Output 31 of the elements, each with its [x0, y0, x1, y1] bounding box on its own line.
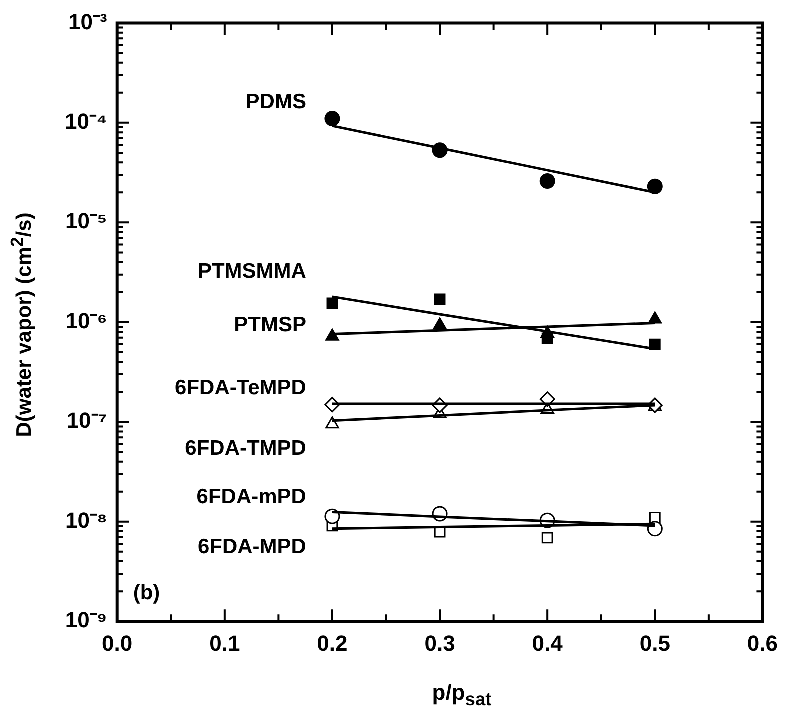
series-label: PTMSP: [234, 313, 306, 336]
point: [542, 532, 554, 544]
y-tick-label: 10⁻³: [68, 9, 108, 34]
point: [540, 174, 556, 190]
series-label: 6FDA-mPD: [196, 485, 306, 508]
series-label: PTMSMMA: [198, 260, 306, 284]
point: [324, 508, 340, 524]
y-tick-label: 10⁻⁹: [65, 608, 108, 633]
series-label: 6FDA-TeMPD: [175, 376, 306, 400]
y-tick-label: 10⁻⁴: [64, 108, 108, 134]
x-tick-label: 0.2: [317, 630, 348, 656]
x-tick-label: 0.0: [102, 630, 133, 656]
y-tick-label: 10⁻⁶: [66, 308, 108, 334]
point: [326, 298, 338, 310]
series-label: PDMS: [246, 90, 306, 114]
x-tick-label: 0.3: [424, 630, 456, 656]
series-label: 6FDA-MPD: [198, 536, 306, 559]
point: [647, 178, 663, 194]
x-tick-label: 0.5: [640, 630, 670, 656]
y-tick-label: 10⁻⁷: [66, 408, 108, 434]
x-tick-label: 0.1: [210, 630, 240, 656]
x-tick-label: 0.6: [747, 630, 778, 656]
x-tick-label: 0.4: [532, 630, 564, 656]
series-label: 6FDA-TMPD: [185, 437, 306, 460]
y-tick-label: 10⁻⁸: [65, 508, 108, 533]
point: [542, 332, 554, 344]
y-tick-label: 10⁻⁵: [66, 208, 108, 234]
x-axis-title: p/p$_{sat}$: [432, 680, 492, 710]
annotation: (b): [133, 581, 160, 604]
point: [324, 111, 340, 127]
point: [434, 294, 446, 306]
